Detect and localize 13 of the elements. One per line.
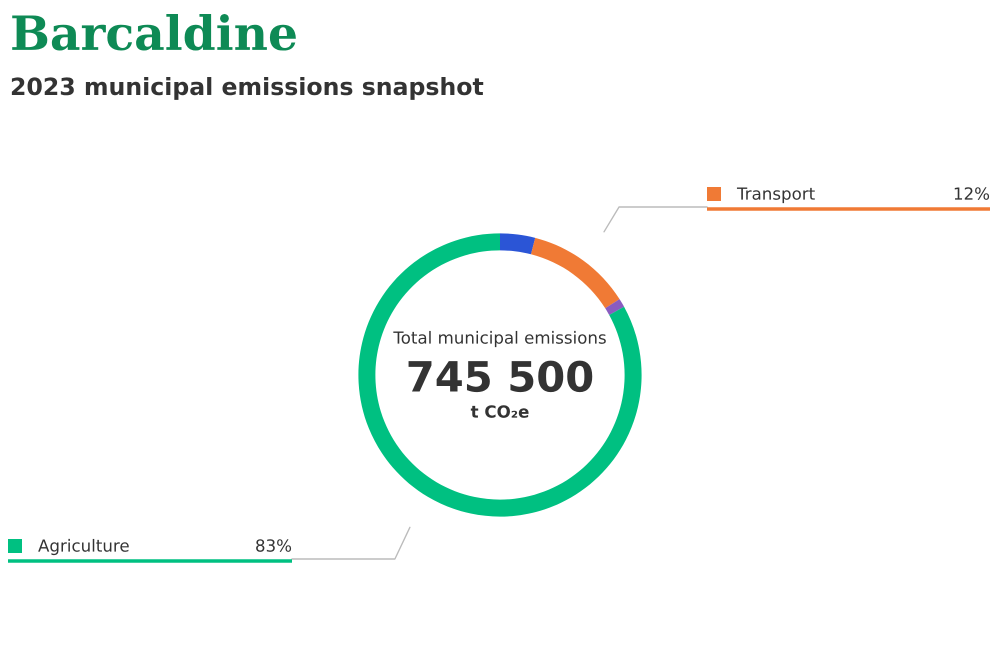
donut-slice — [358, 233, 642, 517]
donut-slice — [605, 299, 624, 315]
legend-label: Transport — [736, 187, 815, 204]
donut-slice — [530, 238, 620, 308]
chart-subtitle: 2023 municipal emissions snapshot — [12, 77, 484, 100]
donut-slice — [500, 233, 536, 254]
text: 745 500 — [408, 360, 592, 392]
legend-label: Agriculture — [38, 538, 129, 556]
text: Total municipal emissions — [393, 330, 606, 348]
data-label: 83% — [256, 539, 292, 552]
chart-title: Barcaldine — [12, 14, 296, 51]
text: t CO₂e — [470, 405, 529, 418]
data-label: 12% — [954, 187, 990, 200]
